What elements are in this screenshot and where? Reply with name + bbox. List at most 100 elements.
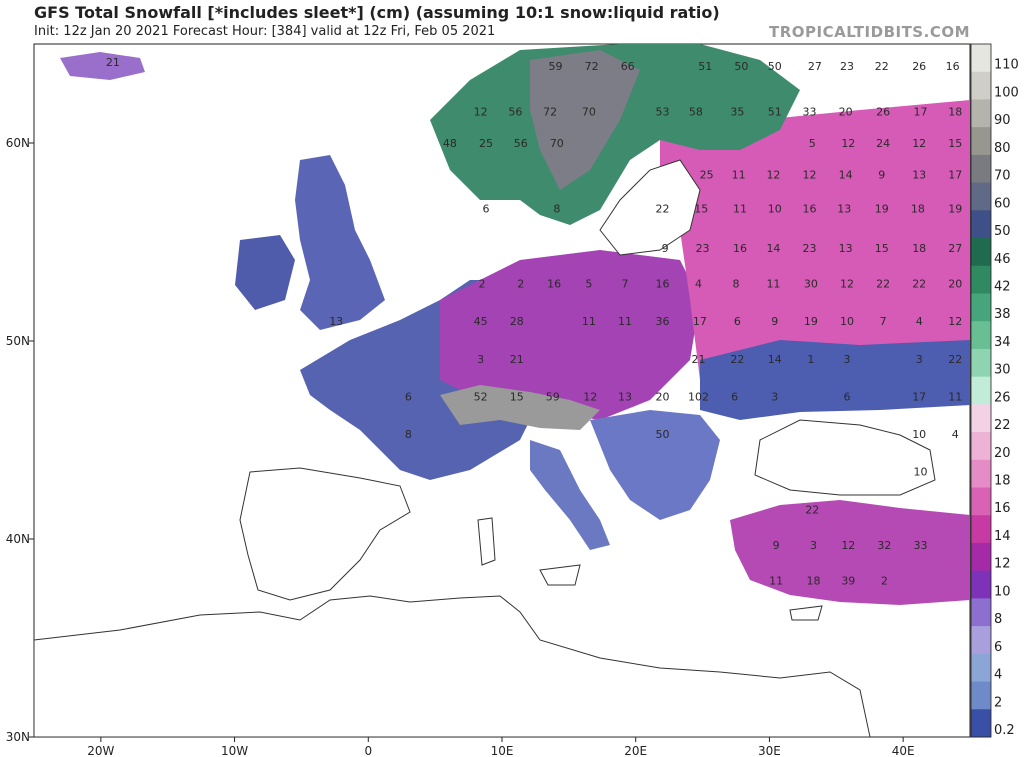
map-layers	[34, 44, 970, 737]
legend-label: 6	[994, 640, 1002, 655]
legend-swatch	[971, 348, 991, 378]
legend-label: 42	[994, 279, 1011, 294]
legend-label: 2	[994, 695, 1002, 710]
cyprus	[789, 605, 823, 621]
snowfall-value-label: 21	[510, 353, 524, 366]
legend-swatch	[971, 182, 991, 211]
snowfall-value-label: 3	[916, 353, 923, 366]
snowfall-value-label: 11	[732, 169, 746, 182]
snowfall-value-label: 15	[948, 137, 962, 150]
snowfall-value-label: 50	[768, 60, 782, 73]
snowfall-value-label: 22	[730, 353, 744, 366]
legend-label: 18	[994, 474, 1011, 489]
snowfall-value-label: 26	[912, 60, 926, 73]
x-tick-label: 40E	[892, 744, 915, 757]
x-tick-label: 30E	[758, 744, 781, 757]
snowfall-value-label: 16	[946, 60, 960, 73]
y-axis: 30N 40N 50N 60N	[6, 136, 34, 744]
alps-heavy-snow	[440, 385, 600, 430]
eastern-europe-snow	[660, 100, 970, 400]
snowfall-value-label: 28	[510, 315, 524, 328]
legend-label: 4	[994, 668, 1002, 683]
legend-label: 50	[994, 224, 1011, 239]
snowfall-value-label: 22	[805, 503, 819, 516]
legend-label: 20	[994, 446, 1011, 461]
snowfall-value-label: 18	[912, 242, 926, 255]
snowfall-value-label: 22	[948, 353, 962, 366]
snowfall-value-label: 1	[807, 353, 814, 366]
legend-swatch	[971, 154, 991, 184]
legend-swatch	[971, 99, 991, 128]
iceland-snow	[60, 52, 145, 80]
legend-swatch	[971, 459, 991, 489]
legend-swatch	[971, 321, 991, 350]
snowfall-value-label: 36	[655, 315, 669, 328]
legend-label: 22	[994, 418, 1011, 433]
snowfall-value-label: 12	[948, 315, 962, 328]
snowfall-value-label: 12	[841, 137, 855, 150]
snowfall-value-label: 2	[478, 278, 485, 291]
snowfall-value-label: 18	[911, 202, 925, 215]
snowfall-value-label: 21	[692, 353, 706, 366]
snowfall-value-label: 13	[912, 169, 926, 182]
x-tick-label: 10E	[491, 744, 514, 757]
balkans-snow	[590, 410, 720, 520]
snowfall-value-label: 27	[808, 60, 822, 73]
snowfall-value-label: 48	[443, 137, 457, 150]
snowfall-value-label: 3	[843, 353, 850, 366]
x-tick-label: 20E	[624, 744, 647, 757]
legend-label: 100	[994, 85, 1019, 100]
baltic-sea	[599, 159, 701, 256]
snowfall-value-label: 3	[477, 353, 484, 366]
snowfall-value-label: 9	[771, 315, 778, 328]
snowfall-value-label: 25	[479, 137, 493, 150]
snowfall-value-label: 14	[839, 169, 853, 182]
legend-label: 60	[994, 196, 1011, 211]
snowfall-value-label: 6	[482, 202, 489, 215]
snowfall-value-label: 10	[840, 315, 854, 328]
snowfall-value-label: 5	[585, 278, 592, 291]
legend-swatch	[971, 265, 991, 294]
snowfall-value-label: 25	[700, 169, 714, 182]
y-tick-label: 60N	[6, 136, 30, 150]
snowfall-value-label: 45	[474, 315, 488, 328]
legend-swatch	[971, 238, 991, 267]
x-tick-label: 0	[364, 744, 372, 757]
snowfall-value-label: 14	[766, 242, 780, 255]
legend-label: 90	[994, 113, 1011, 128]
legend-label: 10	[994, 584, 1011, 599]
snowfall-value-label: 15	[875, 242, 889, 255]
snowfall-value-label: 12	[583, 390, 597, 403]
snowfall-value-label: 32	[877, 539, 891, 552]
snowfall-value-label: 20	[839, 105, 853, 118]
legend-swatch	[971, 404, 991, 433]
ukraine-snow	[700, 340, 970, 420]
snowfall-value-label: 20	[655, 390, 669, 403]
legend-label: 34	[994, 335, 1011, 350]
snowfall-value-label: 11	[582, 315, 596, 328]
sweden-heavy-snow	[530, 50, 640, 190]
y-tick-label: 40N	[6, 532, 30, 546]
snowfall-legend: 1101009080706050464238343026222018161412…	[970, 43, 1019, 738]
snowfall-value-label: 6	[405, 390, 412, 403]
snowfall-value-label: 4	[916, 315, 923, 328]
snowfall-value-label: 30	[804, 278, 818, 291]
legend-swatch	[971, 71, 991, 100]
snowfall-value-label: 3	[810, 539, 817, 552]
snowfall-value-label: 6	[843, 390, 850, 403]
snowfall-value-label: 12	[766, 169, 780, 182]
snowfall-value-label: 53	[655, 105, 669, 118]
x-axis: 20W 10W 0 10E 20E 30E 40E	[87, 737, 915, 757]
legend-label: 38	[994, 307, 1011, 322]
legend-label: 26	[994, 390, 1011, 405]
sardinia	[477, 517, 496, 566]
snowfall-value-label: 13	[618, 390, 632, 403]
snowfall-value-label: 13	[839, 242, 853, 255]
snowfall-value-label: 56	[508, 105, 522, 118]
legend-swatch	[971, 432, 991, 461]
snowfall-value-label: 58	[689, 105, 703, 118]
snowfall-value-label: 11	[766, 278, 780, 291]
snowfall-value-label: 26	[876, 105, 890, 118]
map-header: GFS Total Snowfall [*includes sleet*] (c…	[0, 0, 1024, 44]
